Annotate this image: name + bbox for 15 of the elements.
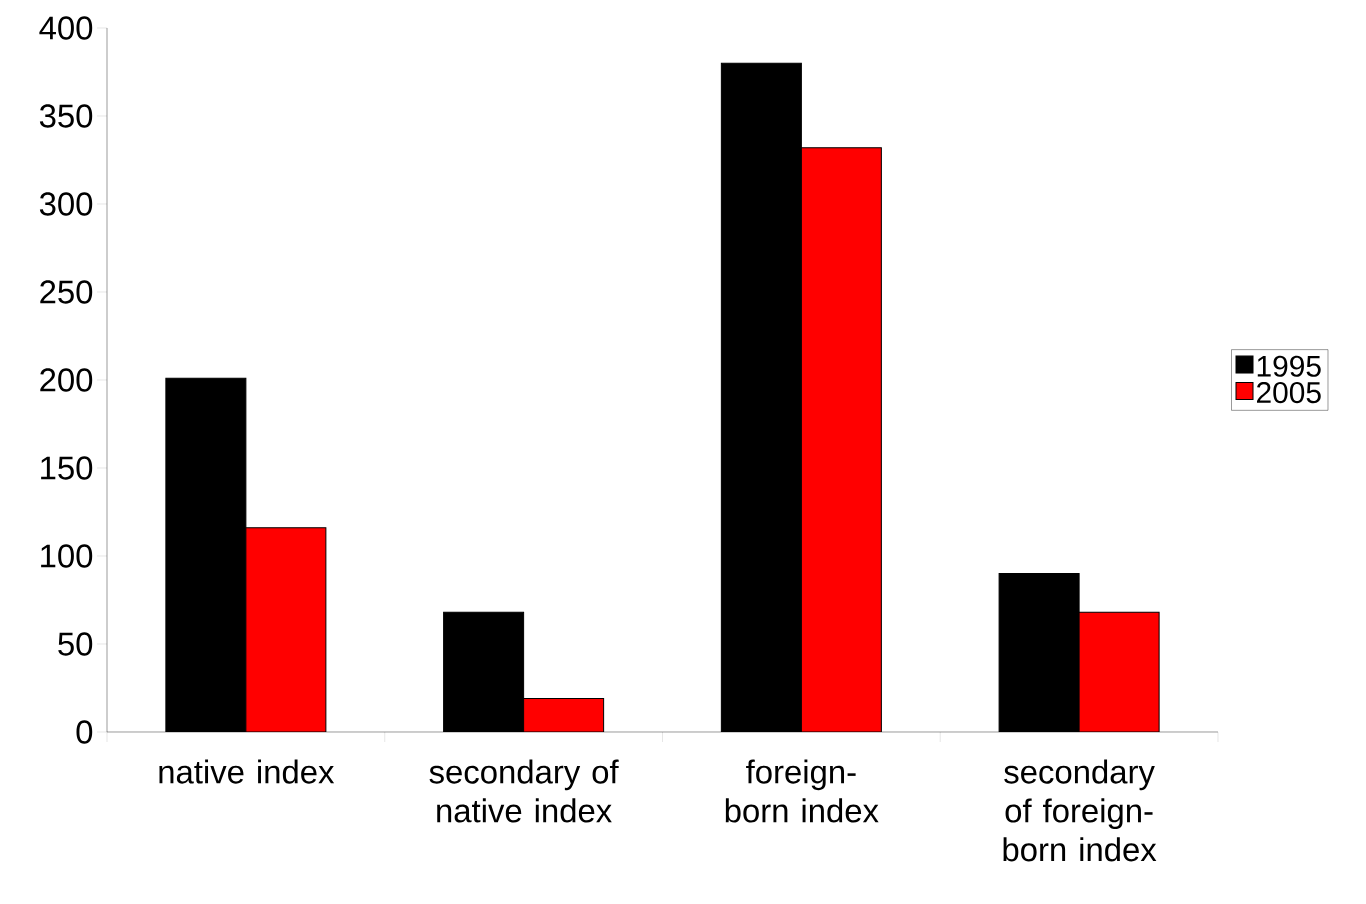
x-tick-label: native index — [159, 759, 335, 784]
x-tick-label: foreign-born index — [725, 759, 879, 823]
y-tick-label: 350 — [39, 104, 93, 128]
legend-label: 2005 — [1257, 381, 1321, 404]
y-tick-label: 200 — [40, 368, 93, 392]
y-tick-label: 50 — [58, 632, 93, 656]
y-tick-label: 150 — [41, 456, 93, 480]
y-tick-label: 300 — [39, 192, 93, 216]
y-tick-label: 100 — [41, 544, 93, 568]
x-tick-label: secondary of native index — [429, 759, 619, 823]
legend-label: 1995 — [1257, 355, 1321, 377]
y-tick-label: 0 — [76, 720, 93, 744]
y-tick-label: 400 — [39, 16, 93, 40]
y-tick-label: 250 — [40, 280, 93, 304]
x-tick-label: secondary of foreign-born index — [1003, 759, 1157, 862]
